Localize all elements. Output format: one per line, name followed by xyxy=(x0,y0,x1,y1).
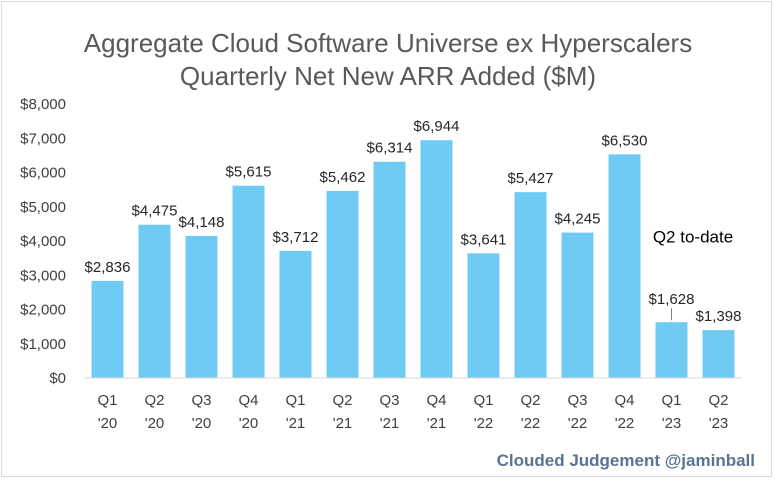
x-tick-quarter: Q4 xyxy=(614,392,634,409)
y-tick-label: $8,000 xyxy=(20,96,66,113)
x-tick-quarter: Q1 xyxy=(285,392,305,409)
bar xyxy=(655,322,688,378)
bar-value-label: $5,427 xyxy=(508,170,554,187)
bar-value-label: $6,314 xyxy=(367,140,413,157)
y-tick-label: $4,000 xyxy=(20,233,66,250)
bar-value-label: $4,245 xyxy=(555,211,601,228)
x-tick-year: '20 xyxy=(145,415,165,432)
bar-value-label: $6,530 xyxy=(602,132,648,149)
x-tick-year: '23 xyxy=(709,415,729,432)
bar-value-label: $4,148 xyxy=(179,214,225,231)
x-tick-year: '20 xyxy=(192,415,212,432)
bar-value-label: $1,398 xyxy=(696,308,742,325)
bar-value-label: $5,615 xyxy=(226,164,272,181)
bar-value-label: $2,836 xyxy=(85,259,131,276)
bar-value-label: $5,462 xyxy=(320,169,366,186)
x-tick-year: '21 xyxy=(286,415,306,432)
bar xyxy=(91,280,124,378)
x-tick-quarter: Q3 xyxy=(379,392,399,409)
x-tick-quarter: Q2 xyxy=(708,392,728,409)
x-tick-year: '22 xyxy=(615,415,635,432)
bar xyxy=(279,250,312,378)
x-tick-year: '22 xyxy=(474,415,494,432)
bar xyxy=(702,330,735,378)
x-tick-year: '21 xyxy=(380,415,400,432)
bar-value-label: $3,641 xyxy=(461,231,507,248)
bar xyxy=(514,192,547,378)
bar-value-label: $4,475 xyxy=(132,203,178,220)
bar xyxy=(326,190,359,378)
bar xyxy=(138,224,171,378)
y-tick-label: $1,000 xyxy=(20,336,66,353)
chart-subtitle: Quarterly Net New ARR Added ($M) xyxy=(180,61,596,91)
x-axis-categories: Q1 '20 Q2 '20 Q3 '20 Q4 '20 Q1 '21 Q2 '21 Q3 '21 Q4 '21… xyxy=(97,392,728,432)
y-tick-label: $2,000 xyxy=(20,302,66,319)
credit-label: Clouded Judgement @jaminball xyxy=(497,451,755,470)
x-tick-year: '22 xyxy=(568,415,588,432)
x-tick-quarter: Q1 xyxy=(473,392,493,409)
y-tick-label: $5,000 xyxy=(20,199,66,216)
y-tick-label: $3,000 xyxy=(20,267,66,284)
bar xyxy=(608,154,641,378)
x-tick-year: '20 xyxy=(239,415,259,432)
x-tick-quarter: Q3 xyxy=(191,392,211,409)
x-tick-quarter: Q3 xyxy=(567,392,587,409)
bar xyxy=(561,232,594,378)
x-tick-quarter: Q1 xyxy=(661,392,681,409)
bar-value-label: $6,944 xyxy=(414,118,460,135)
x-tick-quarter: Q4 xyxy=(238,392,258,409)
bar xyxy=(373,161,406,378)
x-tick-quarter: Q1 xyxy=(97,392,117,409)
y-tick-label: $7,000 xyxy=(20,130,66,147)
bar xyxy=(232,185,265,378)
data-labels: $2,836 $4,475$4,148 $5,615 $3,712 $5,462$6,3… xyxy=(85,118,742,325)
x-tick-year: '21 xyxy=(333,415,353,432)
bar xyxy=(185,235,218,378)
bar-value-label: $1,628 xyxy=(649,291,695,308)
y-axis-ticks: $0 $1,000 $2,000 $3,000 $4,000 $5,000 $6,000 $7… xyxy=(20,96,66,387)
y-tick-label: $0 xyxy=(49,370,66,387)
x-tick-year: '21 xyxy=(427,415,447,432)
x-tick-quarter: Q4 xyxy=(426,392,446,409)
bar xyxy=(420,140,453,378)
x-tick-quarter: Q2 xyxy=(144,392,164,409)
bars xyxy=(91,140,735,378)
bar-value-label: $3,712 xyxy=(273,229,319,246)
y-tick-label: $6,000 xyxy=(20,165,66,182)
x-tick-year: '22 xyxy=(521,415,541,432)
x-tick-quarter: Q2 xyxy=(332,392,352,409)
x-tick-quarter: Q2 xyxy=(520,392,540,409)
annotation-q2-to-date: Q2 to-date xyxy=(653,228,733,247)
x-tick-year: '23 xyxy=(662,415,682,432)
chart-title: Aggregate Cloud Software Universe ex Hyp… xyxy=(84,28,692,58)
bar xyxy=(467,253,500,378)
x-tick-year: '20 xyxy=(98,415,118,432)
